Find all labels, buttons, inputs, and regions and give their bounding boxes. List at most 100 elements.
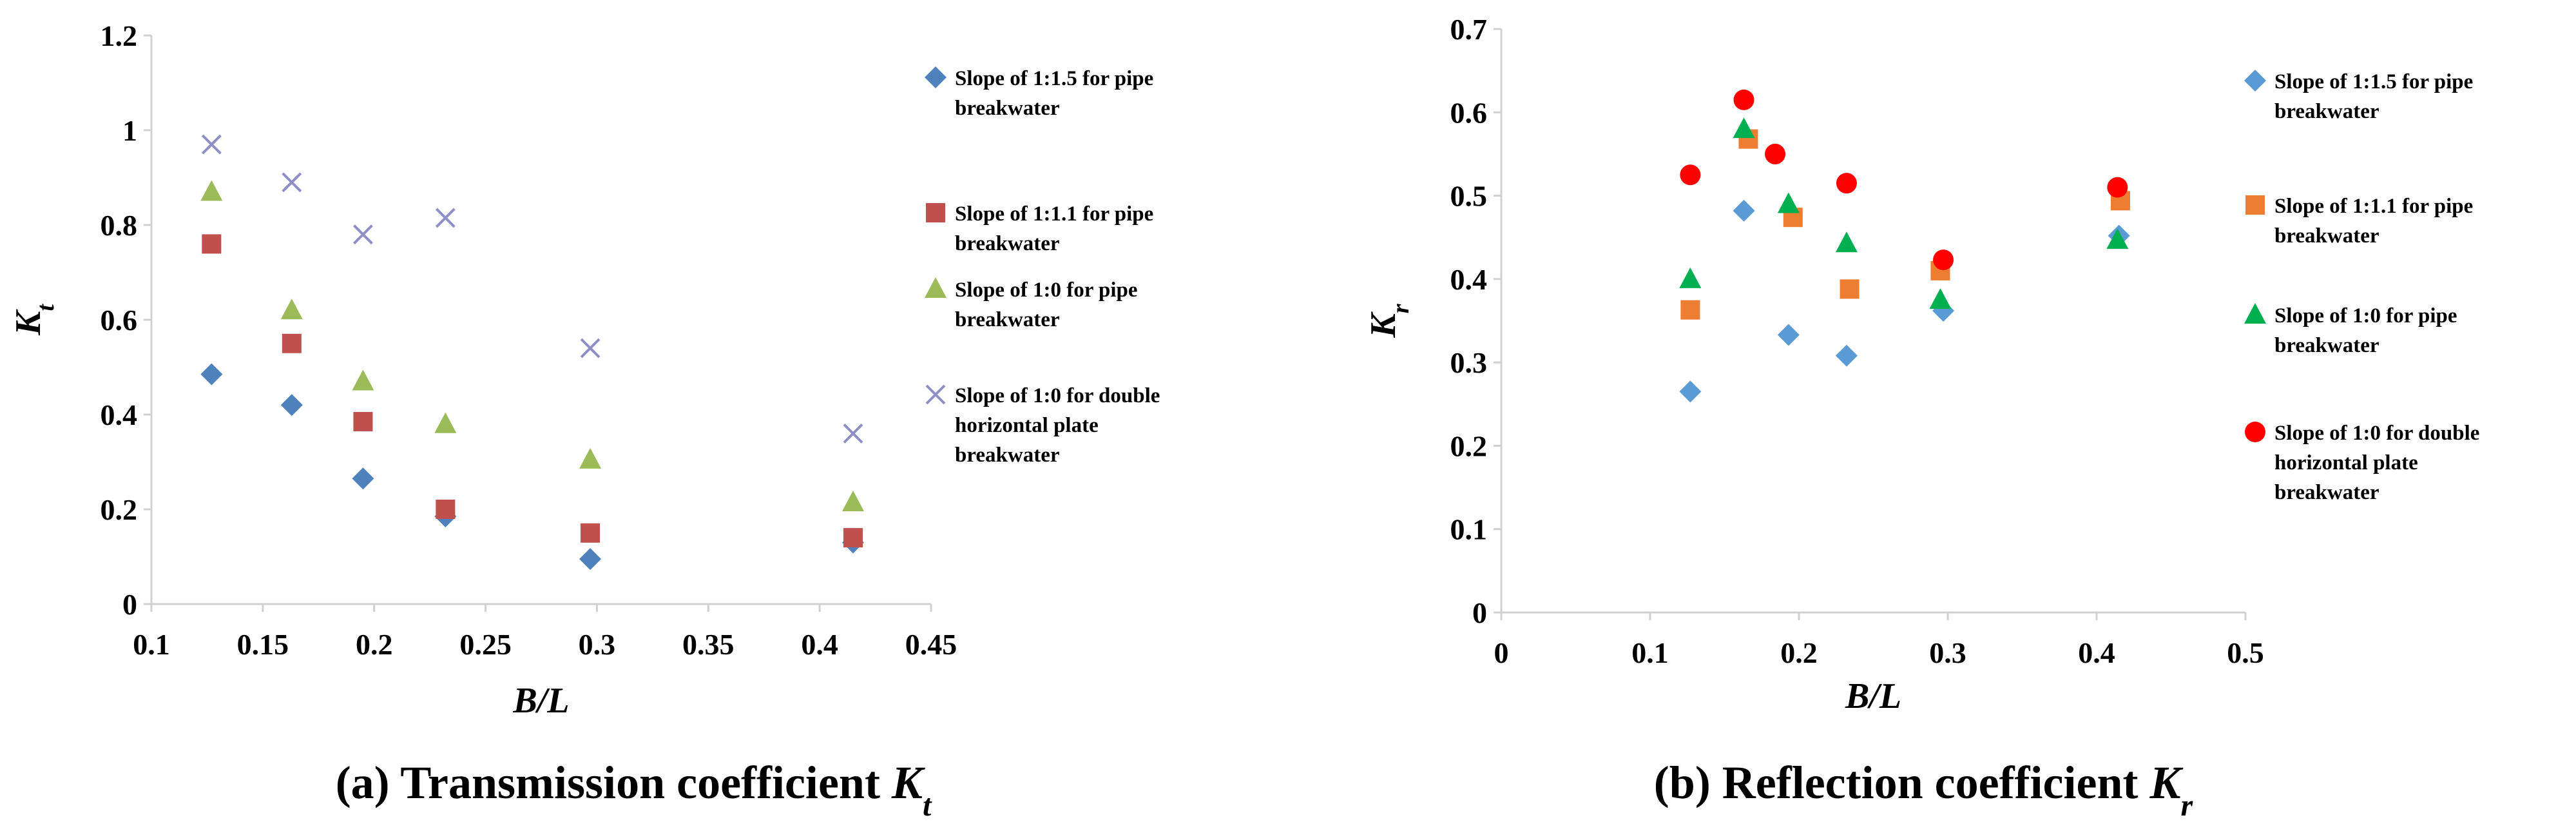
a-x-tick-label: 0.35 xyxy=(682,628,735,661)
a-series-4-point xyxy=(435,208,456,228)
a-legend-marker-3 xyxy=(925,277,947,298)
b-legend-entry-4: Slope of 1:0 for double horizontal plate b… xyxy=(2245,422,2479,504)
a-series-2-point xyxy=(843,528,863,548)
b-legend-label-2: breakwater xyxy=(2274,224,2379,248)
a-caption: (a) Transmission coefficient Kt xyxy=(336,757,932,823)
b-legend-marker-2 xyxy=(2245,195,2265,215)
a-series-2-point xyxy=(282,333,302,353)
b-series-1 xyxy=(1679,199,2130,403)
a-y-tick-label: 0.6 xyxy=(101,304,138,337)
a-series-1-point xyxy=(352,467,374,490)
b-legend-entry-1: Slope of 1:1.5 for pipe breakwater xyxy=(2244,70,2473,123)
b-series-3-point xyxy=(1929,288,1952,309)
b-series-3-point xyxy=(2106,228,2129,249)
a-series-1-point xyxy=(280,394,303,416)
b-y-axis-title-subscript: r xyxy=(1387,303,1414,313)
b-y-tick-label: 0.7 xyxy=(1450,13,1488,46)
a-series-4-point xyxy=(353,224,373,245)
b-caption-text: (b) Reflection coefficient xyxy=(1654,757,2150,808)
a-series-3-point xyxy=(200,180,223,201)
b-legend-marker-4 xyxy=(2245,422,2265,442)
b-legend-label-3: breakwater xyxy=(2274,334,2379,357)
a-series-2-point xyxy=(581,523,601,543)
b-series-4 xyxy=(1680,89,2128,271)
b-y-tick-label: 0.1 xyxy=(1450,513,1488,546)
b-legend-label-1: Slope of 1:1.5 for pipe xyxy=(2274,70,2473,93)
a-y-tick-label: 1 xyxy=(122,114,137,147)
a-series-2-point xyxy=(353,412,373,432)
b-y-tick-label: 0.5 xyxy=(1450,180,1488,213)
a-series-3-point xyxy=(280,298,303,320)
b-series-4-point xyxy=(1765,143,1786,164)
a-series-4-point xyxy=(282,172,302,193)
a-legend-label-4: breakwater xyxy=(955,444,1060,467)
a-y-tick-label: 1.2 xyxy=(101,19,138,52)
b-x-tick-label: 0.5 xyxy=(2227,636,2264,669)
b-legend-label-3: Slope of 1:0 for pipe xyxy=(2274,304,2457,328)
panel-a-transmission: 0 0.2 0.4 0.6 0.8 1 1.2 0.1 0.15 0.2 0.25 0.3 0.35 0.… xyxy=(8,19,1160,823)
a-x-tick-label: 0.1 xyxy=(133,628,170,661)
a-series-3-point xyxy=(842,490,864,511)
b-x-tick-label: 0.2 xyxy=(1780,636,1818,669)
b-series-3-point xyxy=(1733,117,1755,139)
b-y-axis-title: Kr xyxy=(1363,303,1414,338)
b-series-1-point xyxy=(1679,380,1702,403)
a-series-3-point xyxy=(434,412,457,433)
a-x-tick-label: 0.3 xyxy=(579,628,616,661)
b-series-2-point xyxy=(1840,279,1860,299)
b-series-3-point xyxy=(1679,267,1702,288)
b-series-3 xyxy=(1679,117,2129,309)
a-legend-marker-4 xyxy=(925,384,946,405)
a-series-1-point xyxy=(579,548,602,571)
b-legend-label-4: Slope of 1:0 for double xyxy=(2274,422,2479,445)
b-series-1-point xyxy=(1733,199,1755,222)
a-series-3 xyxy=(200,180,864,511)
a-series-3-point xyxy=(352,369,374,391)
b-legend-label-4: breakwater xyxy=(2274,481,2379,504)
a-legend-entry-4: Slope of 1:0 for double horizontal plate b… xyxy=(925,384,1160,467)
a-x-tick-label: 0.25 xyxy=(459,628,512,661)
a-series-1 xyxy=(200,363,864,571)
a-series-4-point xyxy=(201,134,222,155)
a-legend-label-1: breakwater xyxy=(955,97,1060,120)
a-legend-label-4: Slope of 1:0 for double xyxy=(955,384,1160,407)
a-legend-marker-2 xyxy=(926,203,945,222)
a-legend-label-3: breakwater xyxy=(955,308,1060,331)
a-x-tick-label: 0.2 xyxy=(356,628,393,661)
a-legend-entry-3: Slope of 1:0 for pipe breakwater xyxy=(925,277,1138,331)
b-series-4-point xyxy=(1933,249,1954,271)
b-series-4-point xyxy=(1836,173,1857,194)
a-series-4 xyxy=(201,134,863,444)
b-y-tick-label: 0.2 xyxy=(1450,429,1488,462)
b-series-4-point xyxy=(1733,89,1754,110)
b-caption: (b) Reflection coefficient Kr xyxy=(1654,757,2194,823)
a-legend-label-3: Slope of 1:0 for pipe xyxy=(955,279,1138,302)
a-legend-label-4: horizontal plate xyxy=(955,414,1099,437)
b-legend-marker-1 xyxy=(2244,70,2266,92)
a-series-1-point xyxy=(200,363,223,386)
a-x-axis-title: B/L xyxy=(512,681,569,721)
panel-b-reflection: 0 0.1 0.2 0.3 0.4 0.5 0.6 0.7 0 0.1 0.2 0.3 0.4 0.5 B/… xyxy=(1363,13,2479,823)
a-legend-label-2: Slope of 1:1.1 for pipe xyxy=(955,202,1153,226)
a-series-2 xyxy=(202,234,863,548)
b-series-3-point xyxy=(1835,231,1858,253)
a-x-tick-label: 0.4 xyxy=(801,628,838,661)
b-y-tick-label: 0.6 xyxy=(1450,96,1488,129)
b-x-axis-title: B/L xyxy=(1845,676,1901,716)
b-y-tick-label: 0 xyxy=(1472,596,1487,629)
b-x-tick-label: 0 xyxy=(1494,636,1509,669)
a-caption-symbol: K xyxy=(891,757,926,808)
a-series-4-point xyxy=(843,423,863,444)
a-legend-entry-2: Slope of 1:1.1 for pipe breakwater xyxy=(926,202,1153,255)
b-legend-label-1: breakwater xyxy=(2274,100,2379,123)
b-legend-entry-2: Slope of 1:1.1 for pipe breakwater xyxy=(2245,195,2473,248)
a-x-tick-label: 0.15 xyxy=(237,628,289,661)
a-caption-text: (a) Transmission coefficient xyxy=(336,757,892,808)
b-series-1-point xyxy=(1835,344,1858,367)
b-series-2 xyxy=(1680,129,2130,320)
a-y-axis-title-subscript: t xyxy=(32,304,59,311)
a-series-2-point xyxy=(202,234,222,254)
a-y-tick-label: 0.2 xyxy=(101,493,138,526)
b-series-3-point xyxy=(1777,192,1800,213)
